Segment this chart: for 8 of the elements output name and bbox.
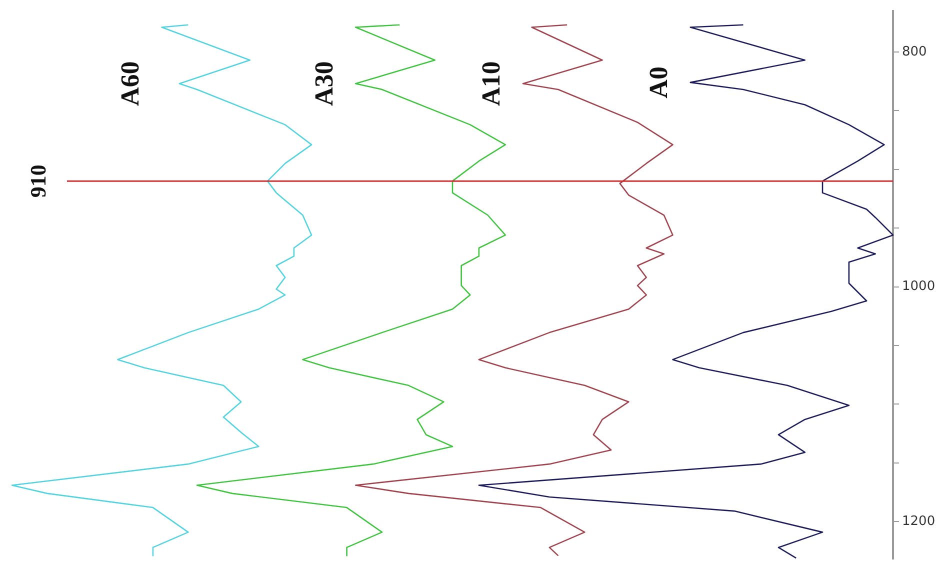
text: A30 — [309, 61, 338, 106]
y-tick-label: 1200 — [902, 514, 936, 529]
text: A60 — [115, 61, 144, 106]
y-tick-label: 800 — [902, 44, 927, 60]
text: A0 — [644, 66, 674, 98]
text: A10 — [476, 61, 506, 106]
y-tick-label: 1000 — [902, 279, 936, 294]
ref-line-label: 910 — [26, 164, 51, 198]
